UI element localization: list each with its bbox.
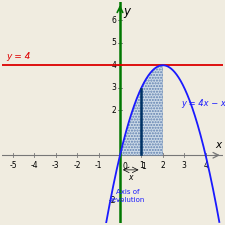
Text: -3: -3 bbox=[52, 161, 60, 170]
Text: 3: 3 bbox=[182, 161, 187, 170]
Text: 4: 4 bbox=[111, 61, 116, 70]
Text: y = 4: y = 4 bbox=[7, 52, 31, 61]
Text: -4: -4 bbox=[31, 161, 38, 170]
Text: 2: 2 bbox=[160, 161, 165, 170]
Text: 1: 1 bbox=[139, 161, 144, 170]
Text: -1: -1 bbox=[95, 161, 102, 170]
Text: 0: 0 bbox=[123, 162, 127, 171]
Text: y: y bbox=[123, 4, 130, 18]
Text: y = 4x − x²: y = 4x − x² bbox=[181, 99, 225, 108]
Text: x: x bbox=[216, 140, 222, 150]
Text: 3: 3 bbox=[111, 83, 116, 92]
Text: -2: -2 bbox=[73, 161, 81, 170]
Text: -2: -2 bbox=[109, 196, 116, 205]
Text: 2: 2 bbox=[111, 106, 116, 115]
Text: x: x bbox=[128, 173, 133, 182]
Text: 4: 4 bbox=[203, 161, 208, 170]
Bar bbox=[140, 88, 142, 155]
Text: -5: -5 bbox=[9, 161, 17, 170]
Text: Axis of
revolution: Axis of revolution bbox=[110, 189, 145, 202]
Text: 1: 1 bbox=[141, 162, 146, 171]
Text: 5: 5 bbox=[111, 38, 116, 47]
Text: 6: 6 bbox=[111, 16, 116, 25]
